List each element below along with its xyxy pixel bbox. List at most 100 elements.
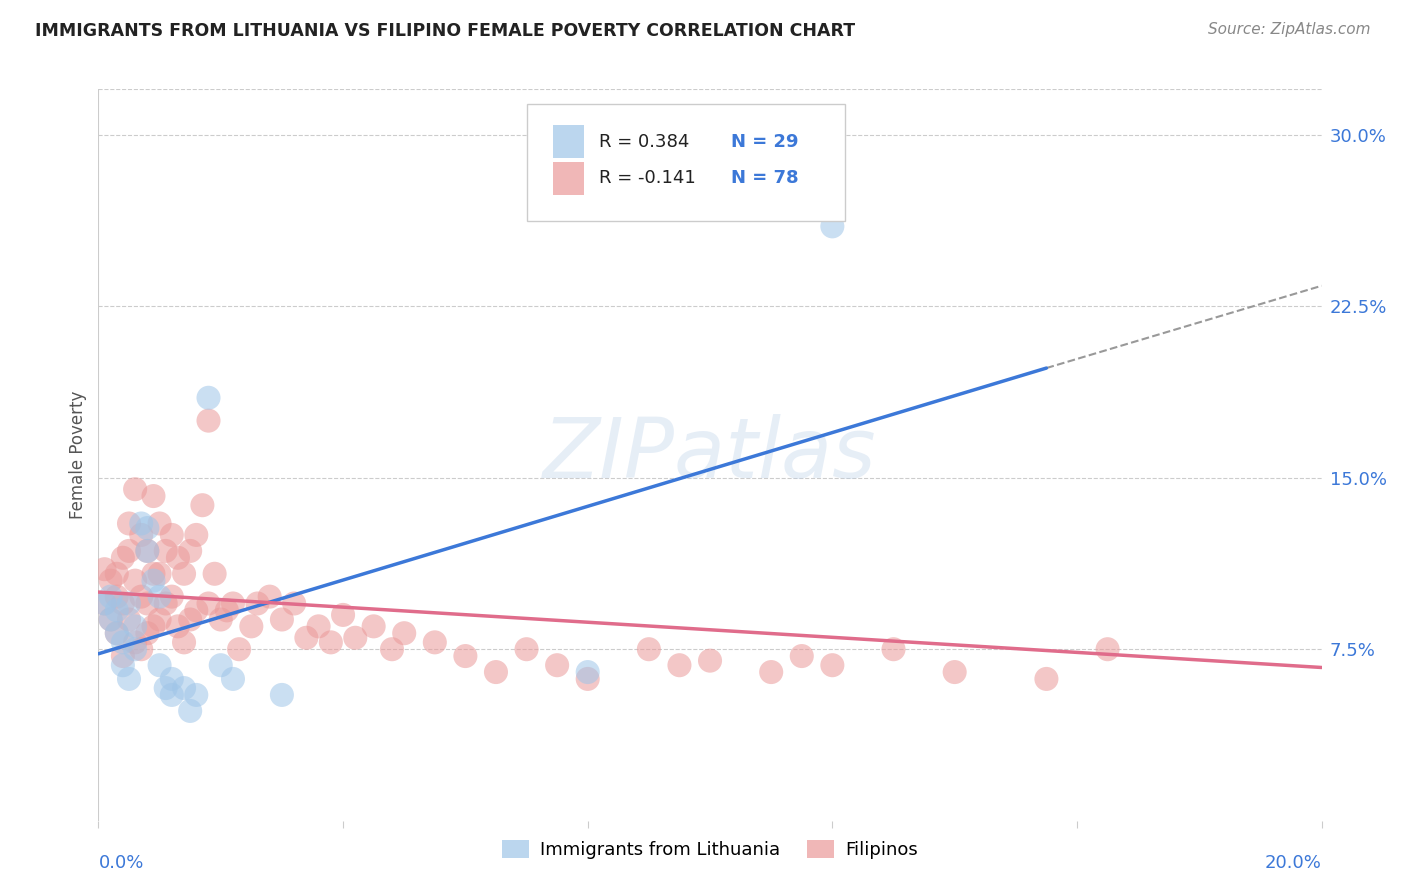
Point [160, 590, 183, 604]
Point [821, 658, 844, 673]
Point [308, 619, 330, 633]
Text: N = 29: N = 29 [731, 133, 799, 151]
Point [167, 619, 190, 633]
Point [149, 516, 172, 531]
Point [186, 688, 208, 702]
Point [423, 635, 446, 649]
Point [118, 544, 141, 558]
Point [173, 635, 195, 649]
Point [111, 597, 134, 611]
Point [142, 574, 165, 588]
Point [129, 528, 152, 542]
Point [149, 613, 172, 627]
Point [136, 597, 159, 611]
Point [129, 642, 152, 657]
Point [943, 665, 966, 679]
Point [179, 613, 201, 627]
Point [179, 544, 201, 558]
Point [215, 603, 238, 617]
Point [105, 590, 128, 604]
Point [149, 566, 172, 581]
Point [173, 681, 195, 695]
Point [259, 590, 281, 604]
Point [118, 613, 141, 627]
Text: N = 78: N = 78 [731, 169, 799, 187]
Point [167, 550, 190, 565]
Point [93, 597, 115, 611]
Point [637, 642, 661, 657]
Point [142, 619, 165, 633]
Point [179, 704, 201, 718]
Point [111, 649, 134, 664]
Legend: Immigrants from Lithuania, Filipinos: Immigrants from Lithuania, Filipinos [495, 832, 925, 866]
Point [197, 391, 219, 405]
Point [516, 642, 538, 657]
Point [118, 597, 141, 611]
Point [142, 489, 165, 503]
Point [105, 626, 128, 640]
Point [149, 658, 172, 673]
Point [100, 613, 122, 627]
Point [222, 672, 245, 686]
Point [240, 619, 263, 633]
Point [228, 642, 250, 657]
Point [186, 528, 208, 542]
Point [821, 219, 844, 234]
Point [93, 597, 115, 611]
Point [155, 681, 177, 695]
Y-axis label: Female Poverty: Female Poverty [69, 391, 87, 519]
Point [546, 658, 568, 673]
Point [136, 544, 159, 558]
Point [1035, 672, 1057, 686]
Point [118, 516, 141, 531]
Point [93, 562, 115, 576]
Point [124, 635, 146, 649]
Point [124, 619, 146, 633]
Point [100, 574, 122, 588]
Point [100, 613, 122, 627]
Point [105, 566, 128, 581]
Point [149, 590, 172, 604]
Point [790, 649, 813, 664]
Text: 0.0%: 0.0% [98, 854, 143, 871]
Point [111, 635, 134, 649]
Point [136, 626, 159, 640]
FancyBboxPatch shape [554, 125, 583, 158]
Point [363, 619, 385, 633]
Text: IMMIGRANTS FROM LITHUANIA VS FILIPINO FEMALE POVERTY CORRELATION CHART: IMMIGRANTS FROM LITHUANIA VS FILIPINO FE… [35, 22, 855, 40]
Point [270, 688, 292, 702]
Point [142, 566, 165, 581]
FancyBboxPatch shape [526, 103, 845, 221]
Point [191, 498, 214, 512]
Point [100, 590, 122, 604]
Point [197, 414, 219, 428]
Point [295, 631, 318, 645]
Point [576, 672, 599, 686]
Point [111, 550, 134, 565]
Point [136, 544, 159, 558]
Point [668, 658, 690, 673]
Point [883, 642, 905, 657]
Point [173, 566, 195, 581]
Point [129, 590, 152, 604]
Point [381, 642, 404, 657]
Point [759, 665, 782, 679]
Point [485, 665, 508, 679]
Point [136, 521, 159, 535]
Point [319, 635, 342, 649]
Point [454, 649, 477, 664]
Point [209, 613, 232, 627]
Text: R = 0.384: R = 0.384 [599, 133, 689, 151]
Point [105, 603, 128, 617]
Point [155, 544, 177, 558]
Point [209, 658, 232, 673]
Point [160, 688, 183, 702]
Point [246, 597, 269, 611]
Point [1097, 642, 1119, 657]
Point [124, 482, 146, 496]
Point [576, 665, 599, 679]
Point [699, 654, 721, 668]
Text: Source: ZipAtlas.com: Source: ZipAtlas.com [1208, 22, 1371, 37]
Text: 20.0%: 20.0% [1265, 854, 1322, 871]
Point [111, 658, 134, 673]
